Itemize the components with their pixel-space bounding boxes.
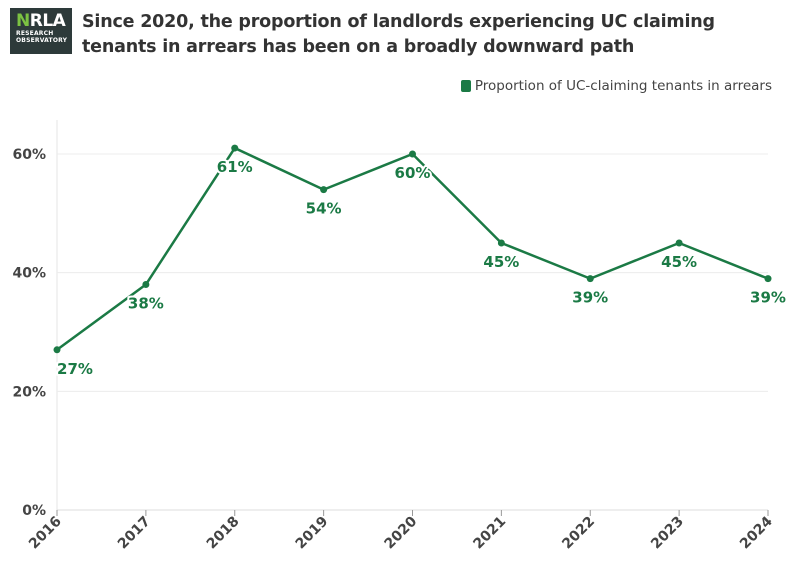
y-tick-label: 40% bbox=[12, 266, 46, 282]
x-tick-label: 2023 bbox=[648, 514, 687, 553]
nrla-logo: NRLA RESEARCH OBSERVATORY bbox=[10, 8, 72, 54]
data-point bbox=[675, 239, 683, 247]
x-tick-label: 2020 bbox=[381, 513, 420, 552]
x-tick-label: 2019 bbox=[293, 514, 332, 553]
x-tick-label: 2024 bbox=[737, 513, 776, 552]
logo-mark: NRLA bbox=[16, 11, 66, 31]
data-label: 54% bbox=[306, 200, 342, 218]
x-tick-label: 2022 bbox=[559, 514, 598, 553]
data-point bbox=[53, 346, 61, 354]
y-tick-label: 60% bbox=[12, 147, 46, 163]
y-tick-label: 0% bbox=[22, 503, 46, 519]
data-point bbox=[497, 239, 505, 247]
x-tick-label: 2017 bbox=[115, 514, 154, 553]
legend-label: Proportion of UC-claiming tenants in arr… bbox=[474, 78, 772, 94]
data-label: 39% bbox=[572, 289, 608, 307]
y-tick-label: 20% bbox=[12, 384, 46, 400]
data-point bbox=[586, 275, 594, 283]
x-tick-label: 2018 bbox=[204, 514, 243, 553]
x-tick-label: 2021 bbox=[470, 514, 509, 553]
data-label: 39% bbox=[750, 289, 786, 307]
x-tick-label: 2016 bbox=[26, 514, 65, 553]
data-point bbox=[409, 150, 416, 158]
data-label: 61% bbox=[217, 158, 253, 176]
data-label: 27% bbox=[57, 360, 93, 378]
legend-swatch bbox=[460, 80, 471, 92]
logo-subtitle-line1: RESEARCH bbox=[16, 30, 54, 37]
chart-legend: Proportion of UC-claiming tenants in arr… bbox=[460, 78, 772, 94]
data-label: 45% bbox=[483, 253, 519, 271]
chart-title: Since 2020, the proportion of landlords … bbox=[82, 12, 715, 57]
data-label: 60% bbox=[395, 164, 431, 182]
data-label: 45% bbox=[661, 253, 697, 271]
logo-subtitle-line2: OBSERVATORY bbox=[16, 37, 68, 44]
data-point bbox=[320, 186, 328, 194]
data-point bbox=[142, 281, 150, 289]
data-point bbox=[231, 144, 239, 152]
data-point bbox=[764, 275, 772, 283]
data-label: 38% bbox=[128, 295, 164, 313]
